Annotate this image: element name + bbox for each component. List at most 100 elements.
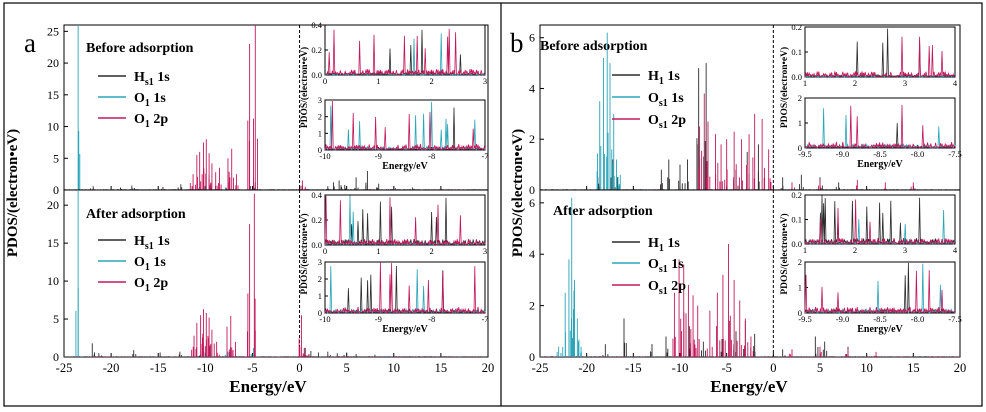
inset-series-2 [804,36,956,78]
legend-sub: 1 [145,262,150,273]
legend-label: H1 1s [648,236,680,254]
inset-y-tick-label: 2 [318,274,322,284]
inset-x-tick-label: -8.0 [911,314,924,324]
y-tick-label: 20 [47,198,59,212]
inset-y-tick-label: 0.0 [791,72,802,82]
inset-x-tick-label: 0 [323,246,327,256]
panel-a-xlabel: Energy/eV [229,377,307,396]
x-tick-label: 0 [770,361,776,375]
y-tick-label: 5 [53,151,59,165]
inset-x-tick-label: -9.5 [798,314,811,324]
inset-x-tick-label: -9.5 [798,149,811,159]
x-tick-label: 5 [817,361,823,375]
inset-series-2 [804,270,956,314]
y-tick-label: 15 [47,88,59,102]
y-tick-label: 0 [53,350,59,364]
panel-b-bottom-lower-inset: -9.5 -9.0 -8.5 -8.0 -7.5 0 1 2 Energy/eV [798,257,962,335]
inset-x-tick-label: 1 [376,246,380,256]
panel-b-inset-ylabels: PDOS/(electron•eV) PDOS/(electron•eV) [779,47,790,295]
panel-b-top-lower-inset: -9.5 -9.0 -8.5 -8.0 -7.5 0 1 2 Energy/eV [798,93,962,170]
inset-y-tick-label: 0.2 [311,45,322,55]
x-tick-label: -25 [56,361,73,375]
legend-base: O [648,113,659,128]
x-tick-label: -15 [625,361,642,375]
legend-sub: 1 [659,76,664,87]
legend-orbital: 1s [664,236,681,251]
inset-y-tick-label: 0 [798,143,802,153]
inset-x-tick-label: -8.5 [873,314,886,324]
inset-series-2 [804,199,956,245]
inset-y-tick-label: 2 [318,112,322,122]
inset-x-tick-label: -9 [375,314,382,324]
legend-label: H1 1s [648,69,680,87]
legend-orbital: 1s [154,70,171,85]
inset-ylabel: PDOS/(electron•eV) [299,213,310,294]
inset-y-tick-label: 2 [798,257,802,267]
inset-y-tick-label: 0.2 [791,22,802,32]
legend-sub: s1 [659,98,668,109]
y-tick-label: 2 [529,299,535,313]
panel-a-letter: a [24,28,36,58]
x-tick-label: -5 [721,361,731,375]
x-tick-label: -5 [247,361,257,375]
panel-b-top-upper-inset: 1 2 3 4 0.0 0.1 0.2 [791,22,958,88]
inset-x-tick-label: 3 [903,78,907,88]
legend-label: O1 1s [134,91,166,109]
x-tick-label: 10 [860,361,873,375]
x-tick-label: -20 [103,361,120,375]
inset-y-tick-label: 0.2 [791,190,802,200]
legend-sub: 1 [659,243,664,254]
inset-y-tick-label: 0 [798,308,802,318]
y-tick-label: 2 [529,132,535,146]
inset-x-tick-label: 0 [323,76,327,86]
legend-base: O [648,257,659,272]
y-tick-label: 10 [47,274,59,288]
inset-x-tick-label: -7.5 [948,149,961,159]
inset-x-tick-label: 1 [803,245,807,255]
legend-orbital: 2p [668,113,687,128]
y-tick-label: 4 [529,247,535,261]
inset-x-tick-label: -7 [481,151,488,161]
inset-x-tick-label: 1 [803,78,807,88]
inset-y-tick-label: 1 [318,128,322,138]
legend-orbital: 1s [150,91,167,106]
y-tick-label: 0 [529,350,535,364]
x-tick-label: -20 [578,361,595,375]
series-0 [64,170,488,190]
legend-base: H [648,69,659,84]
inset-series-2 [324,195,486,246]
inset-ylabel: PDOS/(electron•eV) [299,47,310,128]
series-2 [539,243,960,357]
inset-ylabel: PDOS/(electron•eV) [779,47,790,128]
inset-y-tick-label: 0.4 [311,20,322,30]
legend-label: Hs1 1s [134,70,170,88]
inset-x-tick-label: -8 [428,314,435,324]
inset-xlabel: Energy/eV [382,161,428,172]
x-tick-label: 5 [344,361,350,375]
inset-y-tick-label: 0.0 [311,240,322,250]
y-tick-label: 10 [47,120,59,134]
x-tick-label: 10 [388,361,401,375]
x-tick-label: 20 [482,361,495,375]
inset-x-tick-label: -7.5 [948,314,961,324]
x-tick-label: -25 [532,361,549,375]
legend-sub: s1 [145,77,154,88]
legend-sub: 1 [145,283,150,294]
inset-y-tick-label: 1 [798,118,802,128]
legend-label: Hs1 1s [134,234,170,252]
inset-x-tick-label: -9.0 [836,149,849,159]
legend-base: O [134,91,145,106]
legend-orbital: 1s [668,257,685,272]
legend-sub: s1 [659,120,668,131]
inset-x-tick-label: 4 [953,245,958,255]
legend-label: O1 2p [134,276,168,294]
legend-label: Os1 2p [648,279,686,297]
x-tick-label: 20 [954,361,967,375]
